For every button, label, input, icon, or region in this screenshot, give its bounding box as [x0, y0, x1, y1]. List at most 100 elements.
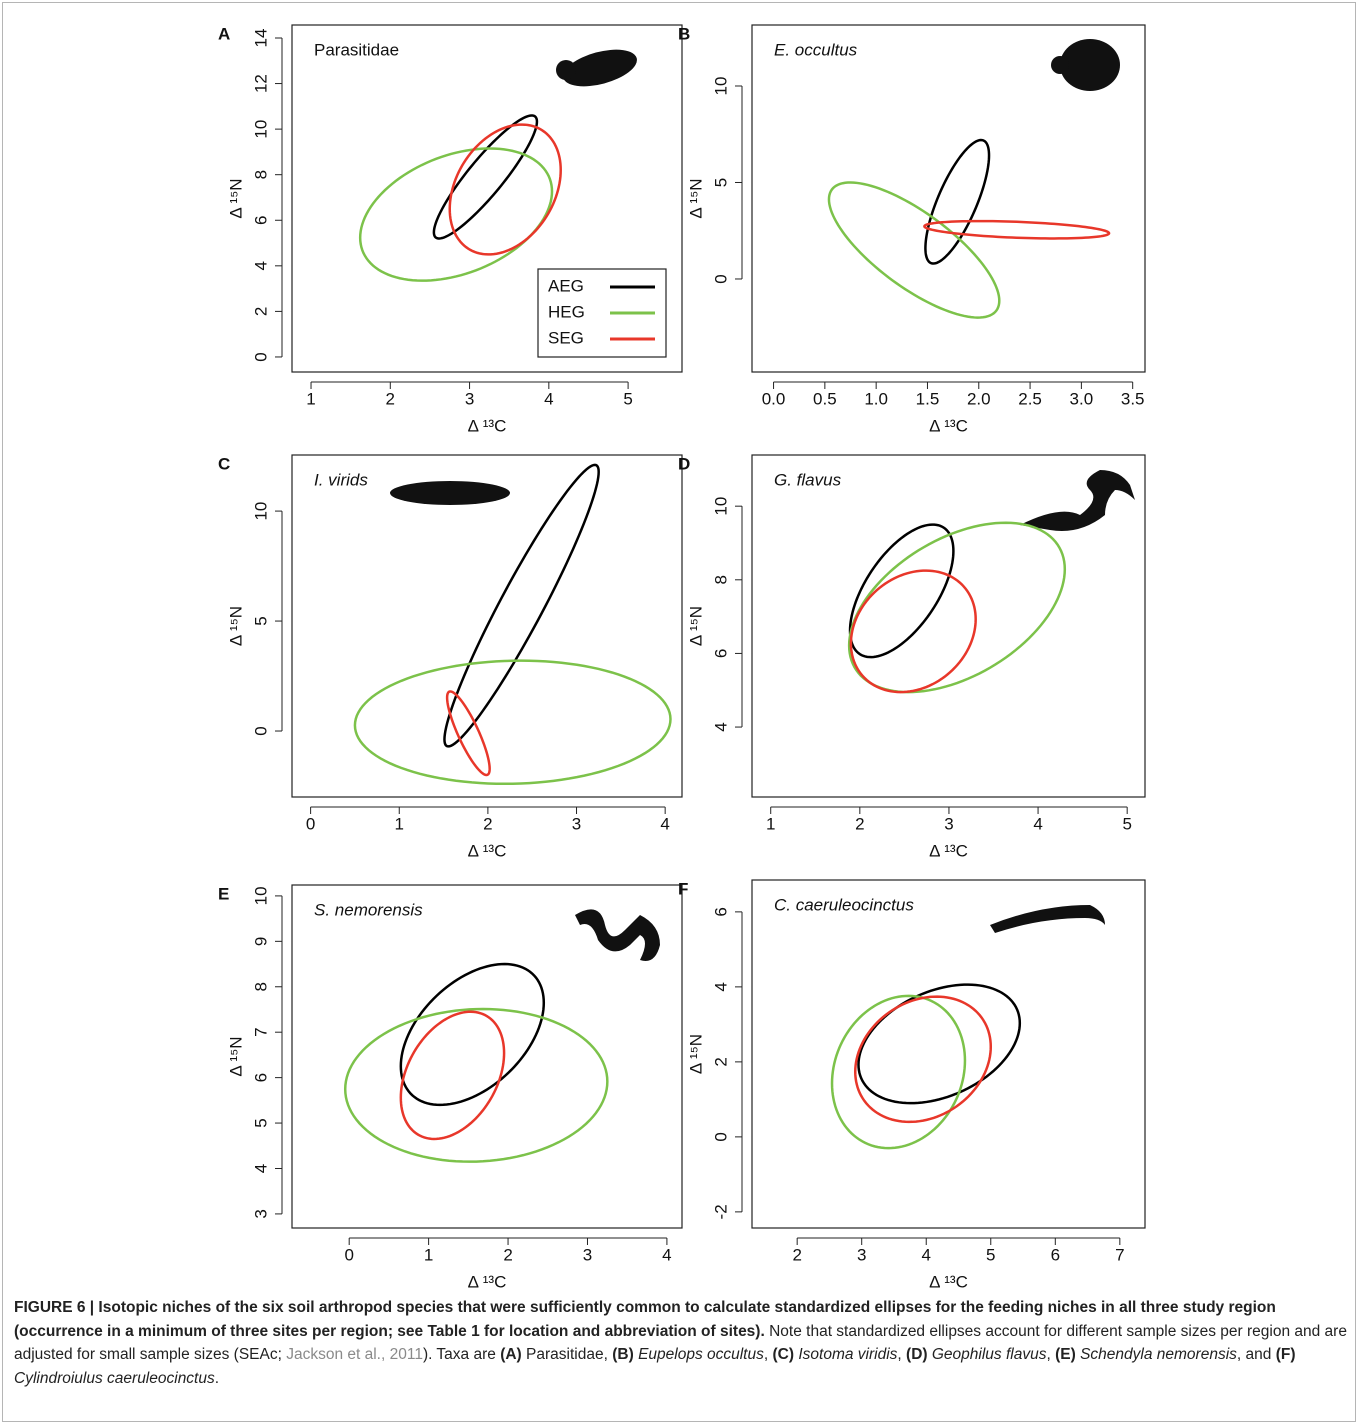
y-tick-label: 2	[251, 307, 270, 316]
x-tick-label: 0.5	[813, 389, 837, 408]
caption-text: Parasitidae,	[526, 1346, 608, 1363]
y-axis-label: Δ ¹⁵N	[686, 1034, 705, 1074]
y-tick-label: 4	[711, 722, 730, 731]
figure-caption: FIGURE 6 | Isotopic niches of the six so…	[14, 1296, 1348, 1390]
caption-text: (D)	[906, 1346, 928, 1363]
x-axis-label: Δ ¹³C	[929, 841, 968, 860]
x-tick-label: 2	[386, 389, 395, 408]
ellipse	[847, 521, 1067, 694]
x-axis-label: Δ ¹³C	[468, 841, 507, 860]
x-tick-label: 4	[922, 1245, 931, 1264]
x-axis-label: Δ ¹³C	[468, 416, 507, 435]
y-tick-label: 0	[711, 1132, 730, 1141]
y-tick-label: 0	[711, 274, 730, 283]
caption-text: ,	[897, 1346, 902, 1363]
caption-text: (B)	[612, 1346, 634, 1363]
plot-frame	[751, 454, 1146, 798]
panel-label: C	[218, 454, 230, 473]
y-tick-label: 12	[251, 74, 270, 93]
panel-label: D	[678, 454, 690, 473]
x-tick-label: 3	[572, 814, 581, 833]
x-tick-label: 4	[660, 814, 669, 833]
ellipse	[849, 569, 977, 694]
x-tick-label: 1	[424, 1245, 433, 1264]
x-tick-label: 3.5	[1121, 389, 1145, 408]
y-tick-label: 7	[251, 1027, 270, 1036]
ellipse	[923, 219, 1111, 240]
x-tick-label: 5	[1122, 814, 1131, 833]
plot-frame	[751, 879, 1146, 1229]
panel-label: F	[678, 879, 688, 898]
panel-title: Parasitidae	[314, 40, 399, 59]
legend-label: AEG	[548, 276, 584, 295]
x-tick-label: 6	[1051, 1245, 1060, 1264]
y-tick-label: 4	[251, 261, 270, 270]
y-tick-label: 0	[251, 726, 270, 735]
x-tick-label: 0.0	[762, 389, 786, 408]
legend-label: HEG	[548, 302, 585, 321]
plot-frame	[291, 454, 683, 798]
caption-text: .	[214, 1369, 220, 1387]
y-axis-label: Δ ¹⁵N	[226, 606, 245, 646]
ellipse	[343, 1007, 609, 1163]
y-tick-label: 8	[251, 982, 270, 991]
caption-text: ). Taxa are	[422, 1346, 496, 1363]
x-tick-label: 5	[986, 1245, 995, 1264]
panel-title: S. nemorensis	[314, 900, 423, 919]
y-tick-label: 5	[711, 178, 730, 187]
y-tick-label: 6	[711, 649, 730, 658]
y-tick-label: 2	[711, 1057, 730, 1066]
ellipse	[353, 659, 672, 786]
caption-text: (C)	[772, 1346, 795, 1363]
caption-text: (E)	[1055, 1346, 1076, 1363]
y-tick-label: 5	[251, 1118, 270, 1127]
caption-text: Cylindroiulus caeruleocinctus	[14, 1369, 215, 1387]
panel-label: B	[678, 24, 690, 43]
panel-title: I. virids	[314, 470, 368, 489]
y-tick-label: 14	[251, 29, 270, 48]
x-tick-label: 3	[583, 1245, 592, 1264]
y-tick-label: -2	[711, 1204, 730, 1219]
caption-text: FIGURE 6 | Isotopic niches of the six so…	[14, 1299, 1276, 1340]
ellipse	[399, 1010, 506, 1141]
x-tick-label: 3	[857, 1245, 866, 1264]
x-tick-label: 1	[395, 814, 404, 833]
y-tick-label: 10	[711, 497, 730, 516]
x-tick-label: 3.0	[1070, 389, 1094, 408]
ellipse	[448, 123, 562, 256]
x-tick-label: 5	[623, 389, 632, 408]
y-tick-label: 3	[251, 1209, 270, 1218]
x-tick-label: 2	[483, 814, 492, 833]
ellipse	[830, 994, 967, 1150]
y-tick-label: 4	[711, 982, 730, 991]
y-axis-label: Δ ¹⁵N	[226, 178, 245, 218]
plot-frame	[291, 24, 683, 373]
y-tick-label: 10	[251, 886, 270, 905]
x-axis-label: Δ ¹³C	[468, 1272, 507, 1290]
x-tick-label: 2	[855, 814, 864, 833]
caption-link[interactable]: Jackson et al., 2011	[286, 1346, 423, 1363]
x-tick-label: 0	[306, 814, 315, 833]
y-axis-label: Δ ¹⁵N	[686, 606, 705, 646]
silhouettes	[390, 39, 1135, 961]
x-tick-label: 1	[766, 814, 775, 833]
y-axis-label: Δ ¹⁵N	[686, 178, 705, 218]
y-tick-label: 5	[251, 616, 270, 625]
x-tick-label: 1.5	[916, 389, 940, 408]
x-tick-label: 2.0	[967, 389, 991, 408]
caption-text: Geophilus flavus	[931, 1346, 1047, 1363]
x-axis-label: Δ ¹³C	[929, 416, 968, 435]
ellipse	[432, 114, 539, 240]
x-tick-label: 4	[1033, 814, 1042, 833]
x-tick-label: 2.5	[1018, 389, 1042, 408]
y-tick-label: 6	[251, 1073, 270, 1082]
y-tick-label: 10	[251, 120, 270, 139]
panel-label: A	[218, 24, 230, 43]
y-tick-label: 4	[251, 1164, 270, 1173]
y-tick-label: 10	[251, 502, 270, 521]
ellipse	[853, 995, 993, 1124]
panel-label: E	[218, 884, 229, 903]
caption-text: , and	[1236, 1346, 1272, 1363]
